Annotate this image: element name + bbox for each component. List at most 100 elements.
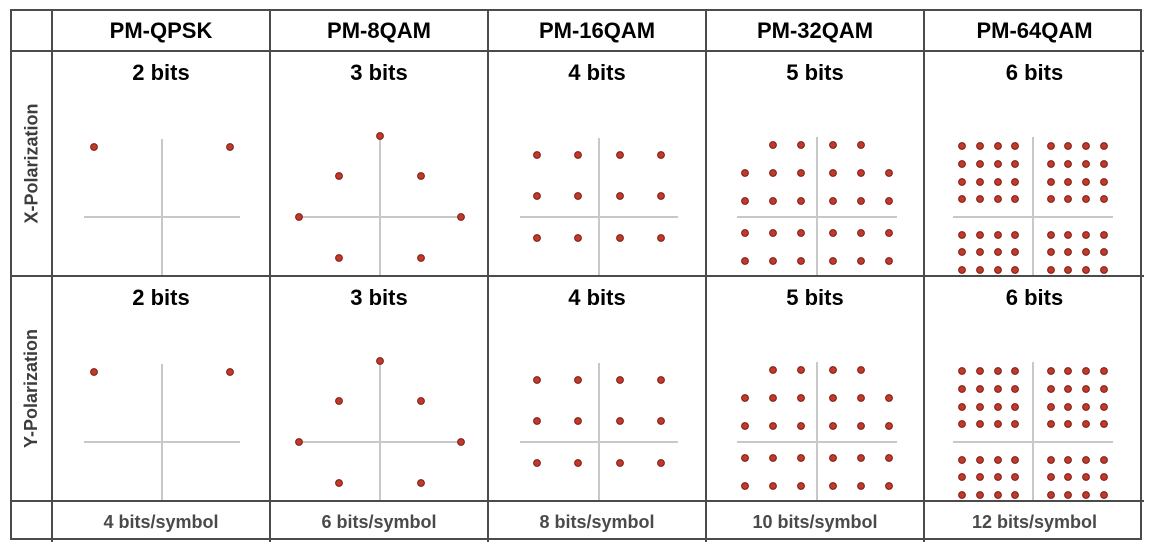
constellation-point xyxy=(1064,231,1072,239)
constellation-point xyxy=(417,479,425,487)
constellation-point xyxy=(1082,248,1090,256)
constellation-plot xyxy=(953,137,1113,275)
constellation-point xyxy=(1082,403,1090,411)
constellation-point xyxy=(1047,420,1055,428)
constellation-point xyxy=(885,422,893,430)
constellation-point xyxy=(1011,420,1019,428)
constellation-point xyxy=(976,248,984,256)
constellation-point xyxy=(994,231,1002,239)
bits-label: 2 bits xyxy=(132,60,190,85)
constellation-point xyxy=(657,151,665,159)
constellation-point xyxy=(1047,231,1055,239)
constellation-point xyxy=(1064,178,1072,186)
row-label-y-polarization: Y-Polarization xyxy=(21,328,41,449)
constellation-point xyxy=(769,454,777,462)
constellation-point xyxy=(976,266,984,274)
constellation-point xyxy=(1011,160,1019,168)
constellation-point xyxy=(829,482,837,490)
constellation-cell-x-pm-64qam: 6 bits xyxy=(925,52,1144,277)
constellation-cell-x-pm-qpsk: 2 bits xyxy=(53,52,271,277)
constellation-point xyxy=(829,141,837,149)
bits-label: 3 bits xyxy=(350,60,408,85)
constellation-point xyxy=(797,169,805,177)
constellation-point xyxy=(958,403,966,411)
constellation-plot xyxy=(520,363,678,500)
constellation-point xyxy=(857,366,865,374)
constellation-point xyxy=(1047,367,1055,375)
constellation-plot xyxy=(295,132,465,275)
constellation-point xyxy=(1082,367,1090,375)
constellation-point xyxy=(994,456,1002,464)
constellation-point xyxy=(295,213,303,221)
constellation-point xyxy=(1011,248,1019,256)
constellation-point xyxy=(958,420,966,428)
constellation-point xyxy=(574,417,582,425)
constellation-plot xyxy=(295,357,465,500)
constellation-point xyxy=(976,142,984,150)
constellation-point xyxy=(335,479,343,487)
constellation-cell-y-pm-8qam: 3 bits xyxy=(271,277,489,502)
constellation-point xyxy=(1064,420,1072,428)
constellation-point xyxy=(976,195,984,203)
constellation-point xyxy=(741,257,749,265)
constellation-point xyxy=(797,422,805,430)
constellation-point xyxy=(1047,473,1055,481)
constellation-point xyxy=(533,459,541,467)
constellation-point xyxy=(533,376,541,384)
constellation-point xyxy=(1100,473,1108,481)
constellation-point xyxy=(829,394,837,402)
constellation-point xyxy=(376,132,384,140)
footer-pm-64qam-total: 12 bits/symbol xyxy=(971,511,1098,532)
constellation-point xyxy=(857,229,865,237)
constellation-point xyxy=(574,234,582,242)
constellation-point xyxy=(976,385,984,393)
constellation-point xyxy=(657,234,665,242)
constellation-plot xyxy=(737,362,897,500)
constellation-point xyxy=(417,172,425,180)
constellation-point xyxy=(1047,491,1055,499)
constellation-point xyxy=(1047,195,1055,203)
constellation-point xyxy=(958,195,966,203)
constellation-cell-y-pm-32qam: 5 bits xyxy=(707,277,925,502)
constellation-point xyxy=(958,178,966,186)
constellation-point xyxy=(616,417,624,425)
constellation-point xyxy=(657,459,665,467)
constellation-point xyxy=(1082,178,1090,186)
constellation-point xyxy=(1047,248,1055,256)
constellation-point xyxy=(90,368,98,376)
constellation-point xyxy=(885,454,893,462)
constellation-point xyxy=(657,417,665,425)
constellation-cell-y-pm-64qam: 6 bits xyxy=(925,277,1144,502)
constellation-point xyxy=(958,248,966,256)
constellation-point xyxy=(769,482,777,490)
constellation-point xyxy=(1064,403,1072,411)
constellation-point xyxy=(616,459,624,467)
constellation-point xyxy=(741,169,749,177)
constellation-point xyxy=(1047,178,1055,186)
constellation-point xyxy=(1100,142,1108,150)
constellation-point xyxy=(657,376,665,384)
constellation-point xyxy=(1047,160,1055,168)
constellation-point xyxy=(829,257,837,265)
constellation-point xyxy=(829,454,837,462)
modulation-constellation-table: PM-QPSK PM-8QAM PM-16QAM PM-32QAM PM-64Q… xyxy=(10,9,1144,542)
constellation-point xyxy=(295,438,303,446)
constellation-point xyxy=(958,231,966,239)
constellation-point xyxy=(1064,473,1072,481)
constellation-point xyxy=(574,151,582,159)
constellation-point xyxy=(994,385,1002,393)
footer-pm-16qam-total: 8 bits/symbol xyxy=(489,502,707,542)
constellation-point xyxy=(958,491,966,499)
constellation-point xyxy=(616,376,624,384)
constellation-point xyxy=(335,172,343,180)
constellation-point xyxy=(574,376,582,384)
constellation-point xyxy=(976,367,984,375)
constellation-point xyxy=(1100,266,1108,274)
constellation-point xyxy=(533,192,541,200)
constellation-point xyxy=(958,456,966,464)
constellation-point xyxy=(976,456,984,464)
constellation-point xyxy=(226,368,234,376)
constellation-point xyxy=(1047,142,1055,150)
footer-pm-qpsk-total: 4 bits/symbol xyxy=(53,502,271,542)
constellation-point xyxy=(1064,491,1072,499)
